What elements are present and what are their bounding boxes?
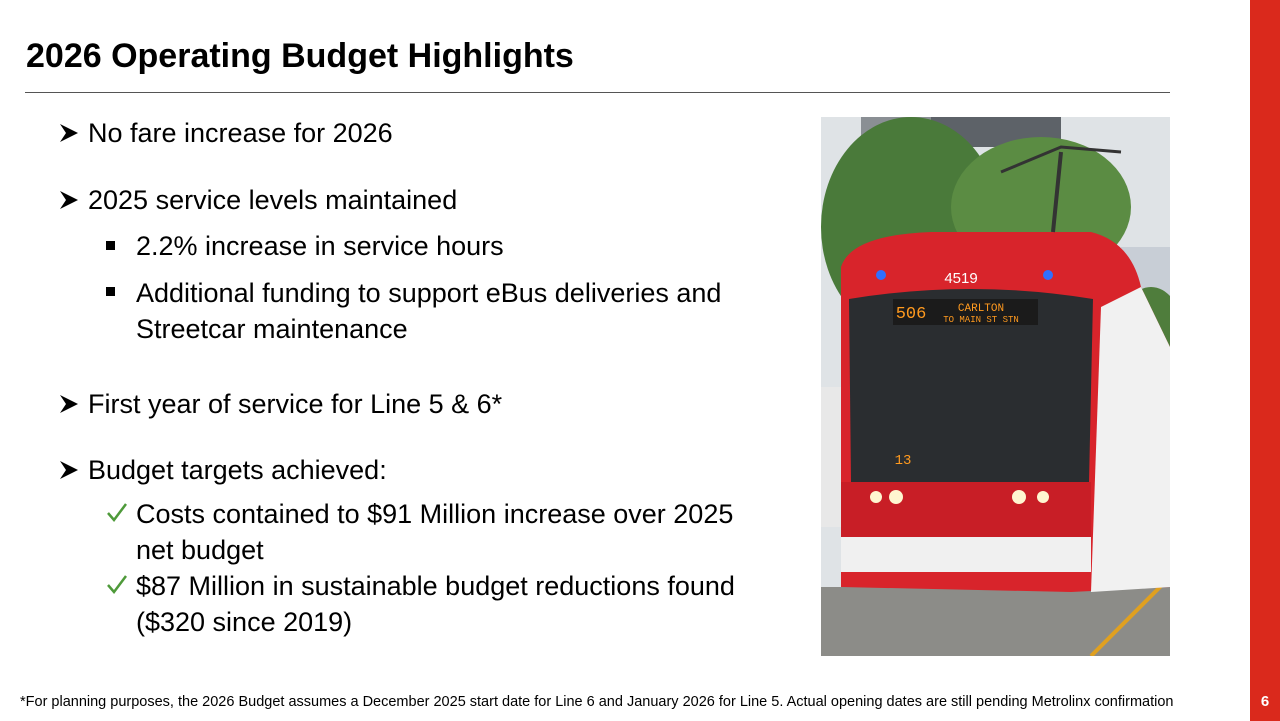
bullet-text: 2025 service levels maintained — [88, 185, 458, 215]
fleet-number: 4519 — [944, 270, 977, 287]
check-text: Costs contained to $91 Million increase … — [136, 499, 734, 565]
bullet-text: No fare increase for 2026 — [88, 118, 393, 148]
route-number: 506 — [896, 305, 927, 324]
check-bullet — [107, 575, 127, 594]
title-rule — [25, 92, 1170, 93]
arrow-bullet — [60, 191, 78, 209]
side-bar — [1250, 0, 1280, 721]
square-bullet — [106, 241, 115, 250]
sub-bullet-text: Additional funding to support eBus deliv… — [136, 278, 722, 344]
bullet-text: Budget targets achieved: — [88, 455, 387, 485]
bullet-markers — [60, 124, 127, 594]
square-bullet — [106, 287, 115, 296]
title: 2026 Operating Budget Highlights — [26, 37, 574, 75]
streetcar-photo: 4519 506 CARLTON TO MAIN ST STN 13 — [821, 117, 1170, 656]
page-number: 6 — [1260, 693, 1270, 710]
destination: CARLTON — [958, 303, 1004, 315]
sub-bullet-text: 2.2% increase in service hours — [136, 231, 504, 261]
check-bullet — [107, 503, 127, 522]
run-number: 13 — [895, 453, 912, 469]
check-text: $87 Million in sustainable budget reduct… — [136, 571, 735, 637]
arrow-bullet — [60, 395, 78, 413]
arrow-bullet — [60, 124, 78, 142]
bullet-text: First year of service for Line 5 & 6* — [88, 389, 503, 419]
arrow-bullet — [60, 461, 78, 479]
destination-sub: TO MAIN ST STN — [943, 315, 1019, 325]
footnote: *For planning purposes, the 2026 Budget … — [20, 694, 1174, 710]
